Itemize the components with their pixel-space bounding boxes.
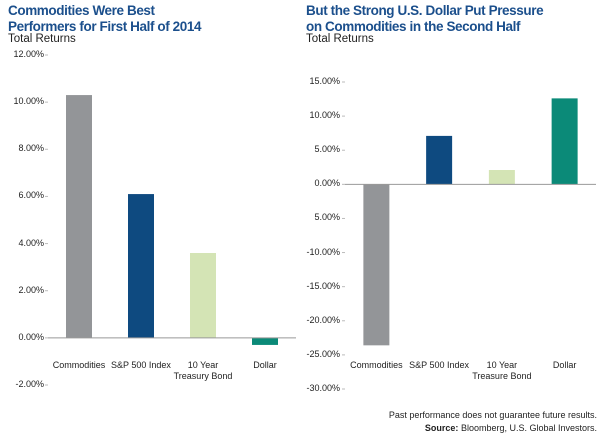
x-tick-label: 10 Year Treasury Bond: [173, 360, 233, 381]
y-tick-label: -30.00%: [306, 383, 340, 393]
y-tick-label: 0.00%: [314, 178, 340, 189]
y-tick-label: 10.00%: [309, 110, 340, 121]
chart-title: But the Strong U.S. Dollar Put Pressure …: [306, 3, 544, 34]
source: Source: Bloomberg, U.S. Global Investors…: [425, 423, 597, 433]
bar: [190, 253, 216, 338]
bar: [426, 135, 453, 185]
chart-subtitle: Total Returns: [8, 33, 76, 45]
y-tick-label: -2.00%: [15, 379, 44, 389]
y-tick-label: -10.00%: [306, 246, 340, 257]
bar: [363, 184, 390, 346]
footnote: Past performance does not guarantee futu…: [388, 410, 597, 420]
chart-title: Commodities Were Best Performers for Fir…: [8, 3, 202, 34]
x-tick-label: 10 Year Treasure Bond: [472, 360, 532, 381]
y-tick-label: 5.00%: [314, 144, 340, 155]
x-tick-label: Dollar: [253, 360, 277, 370]
y-tick-label: -25.00%: [306, 348, 340, 359]
x-tick-label: S&P 500 Index: [409, 360, 470, 370]
y-tick-label: 4.00%: [18, 237, 44, 248]
bar: [252, 337, 278, 345]
y-tick-label: 0.00%: [18, 331, 44, 342]
y-tick-label: -20.00%: [306, 314, 340, 325]
y-tick-label: 5.00%: [314, 212, 340, 223]
y-tick-label: -15.00%: [306, 280, 340, 291]
source-label: Source:: [424, 423, 459, 433]
y-tick-label: 15.00%: [309, 76, 340, 86]
bar: [488, 170, 515, 185]
x-tick-label: Commodities: [52, 360, 106, 370]
y-tick-label: 10.00%: [13, 96, 44, 107]
source-text: Bloomberg, U.S. Global Investors.: [460, 423, 597, 433]
bar: [66, 95, 92, 338]
bar: [128, 194, 154, 338]
y-tick-label: 2.00%: [18, 284, 44, 295]
x-tick-label: Dollar: [552, 360, 577, 370]
y-tick-label: 12.00%: [13, 49, 44, 59]
chart-subtitle: Total Returns: [306, 33, 374, 45]
y-tick-label: 6.00%: [18, 190, 44, 201]
y-tick-label: 8.00%: [18, 143, 44, 154]
x-tick-label: Commodities: [350, 360, 403, 370]
bar: [551, 98, 578, 185]
x-tick-label: S&P 500 Index: [111, 360, 171, 370]
